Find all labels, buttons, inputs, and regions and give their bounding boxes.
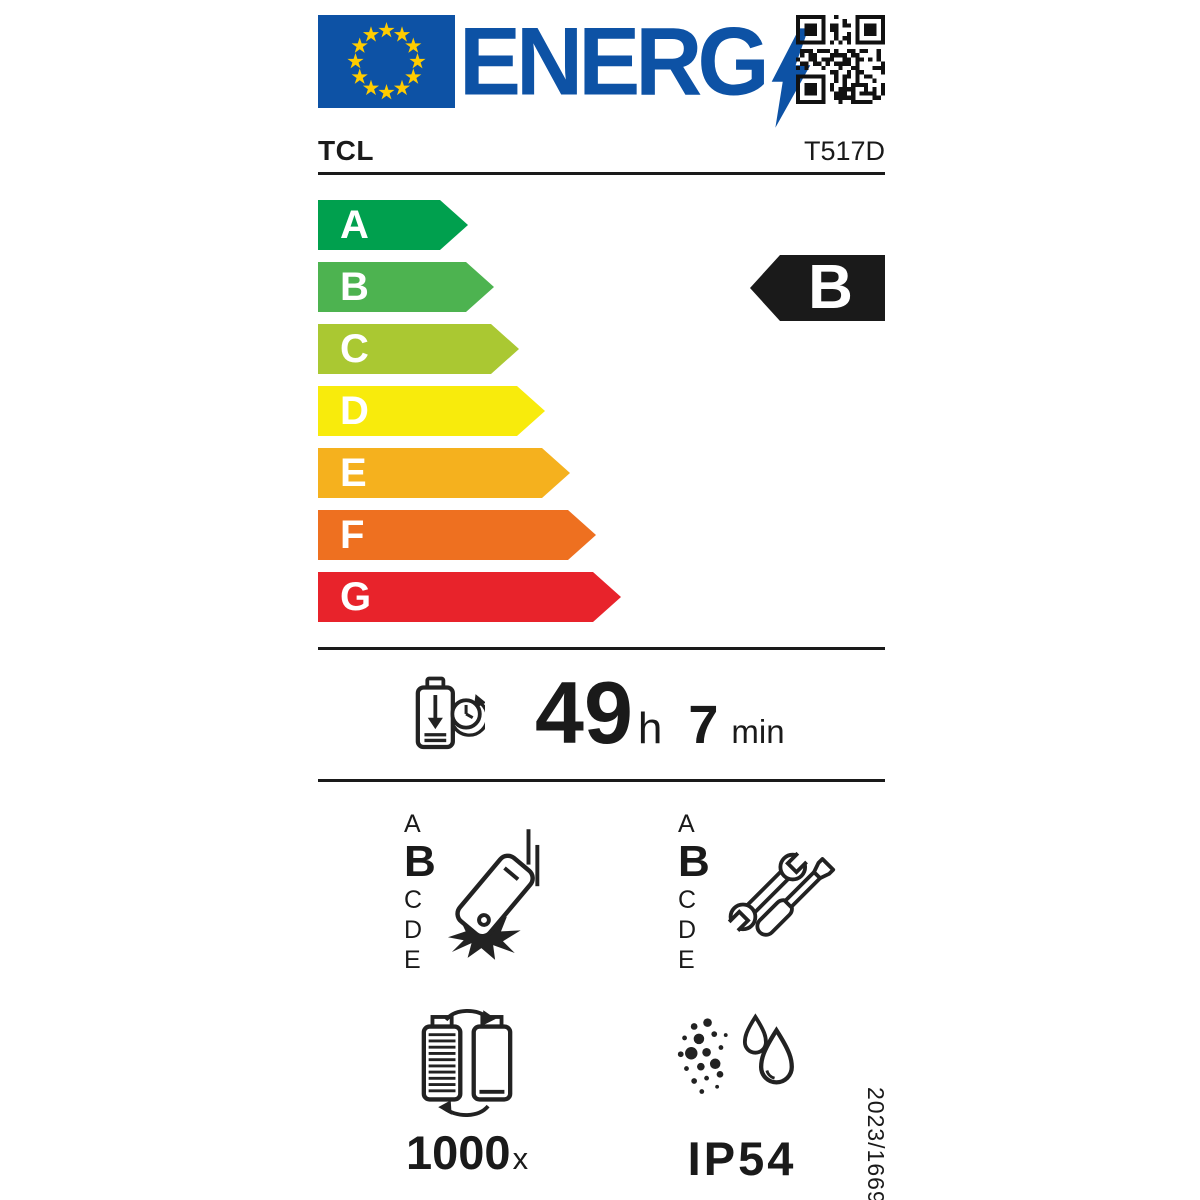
energy-class-letter: C bbox=[340, 327, 369, 371]
drop-resistance-letter-A: A bbox=[404, 810, 421, 838]
energ-logo: ENERG bbox=[459, 6, 814, 131]
separator bbox=[318, 647, 885, 650]
energy-class-letter: A bbox=[340, 203, 369, 247]
ip-rating-section: IP54 bbox=[675, 1005, 809, 1182]
energy-class-letter: E bbox=[340, 451, 367, 495]
battery-cycles-caption: 1000x bbox=[406, 1129, 528, 1176]
bottom-sections: 1000x bbox=[318, 1005, 885, 1182]
drop-resistance-letter-B: B bbox=[404, 837, 436, 886]
battery-cycles-value: 1000 bbox=[406, 1126, 511, 1179]
energy-class-arrow-C: C bbox=[318, 324, 519, 374]
energy-class-arrow-F: F bbox=[318, 510, 596, 560]
repairability-letter-B: B bbox=[678, 837, 710, 886]
drop-resistance-letter-D: D bbox=[404, 916, 423, 944]
drop-resistance-letter-E: E bbox=[404, 946, 421, 974]
energy-rating-arrow: B bbox=[750, 255, 885, 321]
energy-class-letter: G bbox=[340, 575, 372, 619]
label-header: ENERG bbox=[318, 13, 885, 128]
eu-flag-icon bbox=[318, 15, 455, 108]
battery-life-value: 49 h 7 min bbox=[535, 669, 785, 757]
drop-resistance-letter-C: C bbox=[404, 886, 423, 914]
repairability-letter-D: D bbox=[678, 916, 697, 944]
battery-cycles-section: 1000x bbox=[406, 1005, 528, 1182]
wrench-screwdriver-icon bbox=[725, 849, 835, 937]
battery-life-minutes-unit: min bbox=[731, 713, 785, 750]
battery-life-hours: 49 bbox=[535, 663, 633, 762]
energy-rating-letter: B bbox=[808, 253, 853, 322]
energy-class-arrow-D: D bbox=[318, 386, 545, 436]
repairability-letter-A: A bbox=[678, 810, 695, 838]
separator bbox=[318, 779, 885, 782]
energy-class-arrow-G: G bbox=[318, 572, 621, 622]
water-drops bbox=[742, 1013, 794, 1085]
battery-life-minutes: 7 bbox=[688, 695, 719, 755]
repairability-letter-C: C bbox=[678, 886, 697, 914]
battery-endurance-clock-icon bbox=[415, 676, 485, 750]
energy-class-letter: D bbox=[340, 389, 369, 433]
brand-row: TCL T517D bbox=[318, 135, 885, 175]
falling-phone-icon bbox=[447, 829, 540, 960]
dust-water-protection-icon bbox=[677, 1013, 794, 1094]
dust-particles bbox=[677, 1018, 728, 1094]
ip-rating-value: IP54 bbox=[687, 1132, 797, 1185]
energ-logo-text: ENERG bbox=[459, 6, 770, 116]
energy-class-arrow-B: B bbox=[318, 262, 494, 312]
model-number: T517D bbox=[803, 136, 885, 166]
repairability-letter-E: E bbox=[678, 946, 695, 974]
brand-name: TCL bbox=[318, 135, 374, 166]
energy-class-letter: B bbox=[340, 265, 369, 309]
energy-class-letter: F bbox=[340, 513, 365, 557]
energy-class-arrow-E: E bbox=[318, 448, 570, 498]
battery-cycle-icon bbox=[421, 1009, 513, 1117]
energy-class-arrow-A: A bbox=[318, 200, 468, 250]
battery-life-hours-unit: h bbox=[637, 704, 663, 753]
regulation-number: 2023/1669 bbox=[863, 1087, 889, 1200]
qr-code bbox=[796, 15, 885, 104]
battery-life-section: 49 h 7 min bbox=[318, 669, 885, 757]
lightning-bolt-icon bbox=[771, 28, 811, 128]
battery-cycles-suffix: x bbox=[512, 1141, 529, 1176]
